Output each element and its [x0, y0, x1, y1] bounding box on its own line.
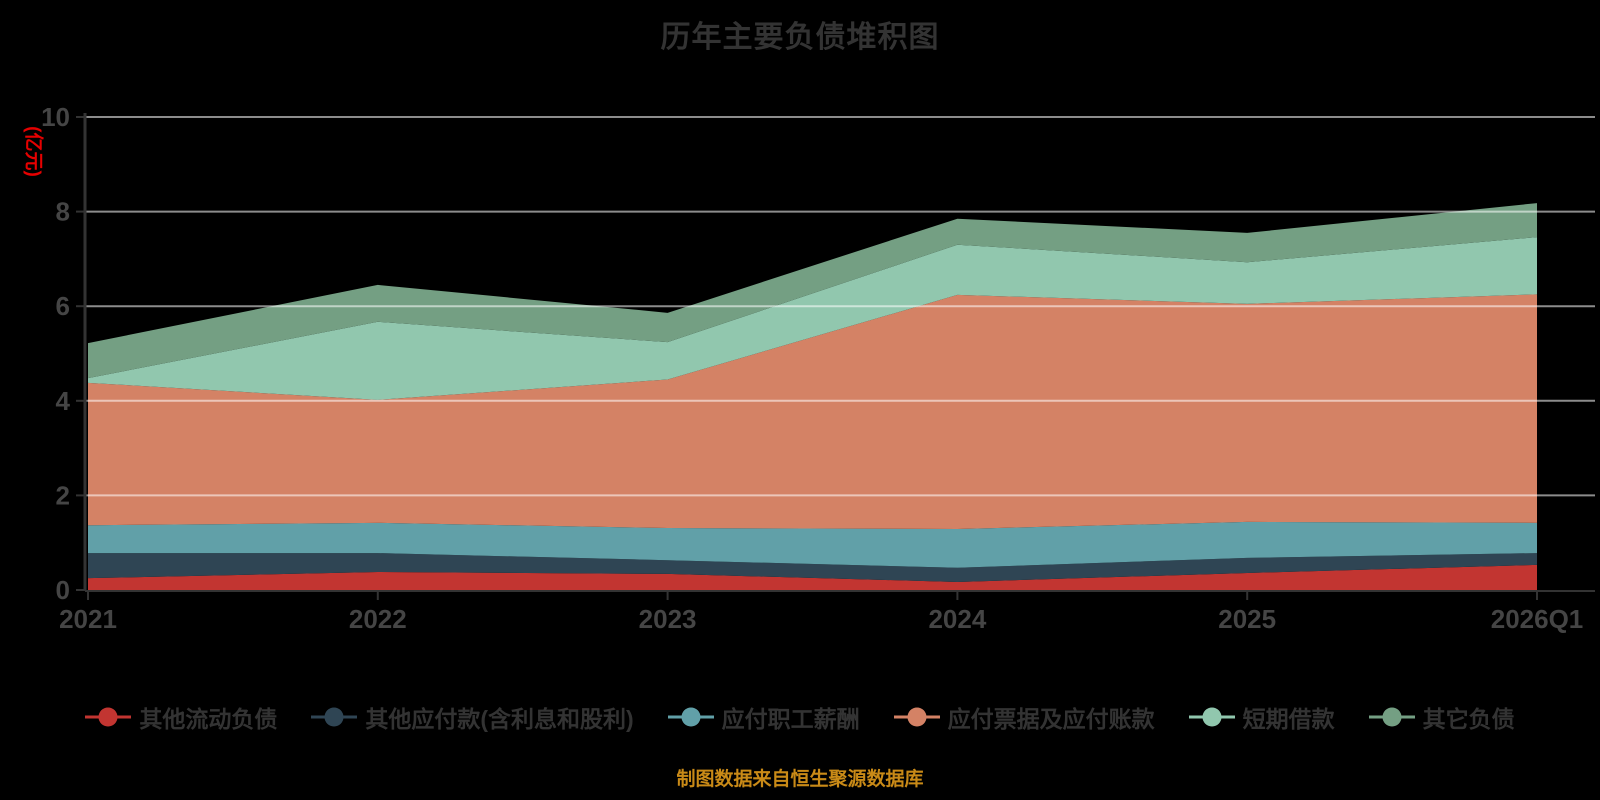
y-tick-label-6: 6: [56, 291, 70, 321]
legend-line-circle-icon: [1368, 707, 1415, 727]
legend-item-3[interactable]: 应付票据及应付账款: [893, 700, 1155, 734]
x-tick-label-2023: 2023: [639, 604, 697, 634]
legend: 其他流动负债 其他应付款(含利息和股利) 应付职工薪酬 应付票据及应付账款 短期借款 其它…: [0, 700, 1600, 734]
legend-label: 应付票据及应付账款: [947, 706, 1155, 732]
stacked-area-plot: 0 2 4 6 8 10 2021 2022 2023 2024 2025 2026Q1: [41, 102, 1595, 634]
legend-label: 其他流动负债: [139, 706, 278, 732]
legend-item-2[interactable]: 应付职工薪酬: [667, 700, 860, 734]
y-tick-label-8: 8: [56, 197, 70, 227]
chart-title: 历年主要负债堆积图: [660, 21, 940, 54]
x-tick-label-2025: 2025: [1218, 604, 1276, 634]
x-tick-label-2026Q1: 2026Q1: [1491, 604, 1584, 634]
legend-line-circle-icon: [667, 707, 714, 727]
legend-label: 其它负债: [1422, 706, 1515, 732]
series-area-2: [88, 521, 1537, 568]
x-tick-label-2021: 2021: [59, 604, 117, 634]
y-tick-label-10: 10: [41, 102, 70, 132]
series-area-0: [88, 564, 1537, 590]
legend-line-circle-icon: [85, 707, 132, 727]
legend-item-0[interactable]: 其他流动负债: [85, 700, 277, 734]
y-tick-label-4: 4: [56, 386, 71, 416]
series-area-5: [88, 203, 1537, 379]
x-tick-label-2022: 2022: [349, 604, 407, 634]
legend-label: 应付职工薪酬: [721, 706, 860, 732]
legend-label: 短期借款: [1242, 706, 1335, 732]
series-area-4: [88, 237, 1537, 400]
legend-line-circle-icon: [893, 707, 940, 727]
y-tick-label-2: 2: [56, 480, 70, 510]
legend-line-circle-icon: [311, 707, 358, 727]
data-source-note: 制图数据来自恒生聚源数据库: [676, 769, 924, 790]
series-area-3: [88, 294, 1537, 529]
series-area-1: [88, 553, 1537, 582]
legend-item-1[interactable]: 其他应付款(含利息和股利): [311, 700, 634, 734]
y-tick-label-0: 0: [56, 575, 70, 605]
legend-item-4[interactable]: 短期借款: [1188, 700, 1335, 734]
legend-item-5[interactable]: 其它负债: [1368, 700, 1515, 734]
legend-line-circle-icon: [1188, 707, 1235, 727]
x-tick-label-2024: 2024: [928, 604, 986, 634]
legend-label: 其他应付款(含利息和股利): [365, 706, 634, 732]
